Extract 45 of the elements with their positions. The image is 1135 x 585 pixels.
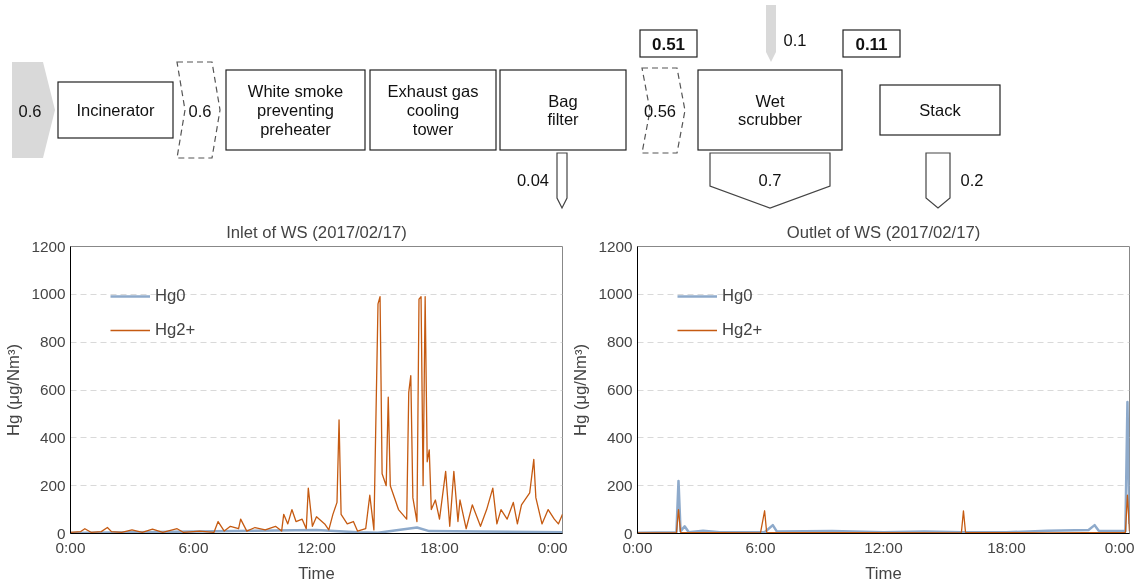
y-tick-label: 1200 xyxy=(31,237,66,255)
y-tick-label: 800 xyxy=(39,333,66,351)
x-axis-title: Time xyxy=(865,563,902,583)
y-tick-label: 400 xyxy=(606,428,633,446)
text: 0.6 xyxy=(188,102,212,120)
y-tick-label: 200 xyxy=(606,476,633,494)
y-tick-label: 200 xyxy=(39,476,66,494)
text: 0.04 xyxy=(516,171,550,189)
y-tick-label: 400 xyxy=(39,428,66,446)
chart-title: Inlet of WS (2017/02/17) xyxy=(226,222,407,242)
text: Exhaust gas cooling tower xyxy=(387,82,479,138)
x-tick-label: 6:00 xyxy=(178,538,209,556)
legend-label: Hg0 xyxy=(155,286,186,306)
text: Incinerator xyxy=(76,101,155,119)
y-tick-label: 800 xyxy=(606,333,633,351)
x-tick-label: 18:00 xyxy=(987,538,1026,556)
x-tick-label: 0:00 xyxy=(1104,538,1135,556)
legend-label: Hg0 xyxy=(722,286,753,306)
text: 0.7 xyxy=(758,171,782,189)
x-axis-title: Time xyxy=(298,563,335,583)
legend-label: Hg2+ xyxy=(722,320,763,340)
text: 0.1 xyxy=(783,31,807,49)
y-tick-label: 600 xyxy=(39,381,66,398)
text: Stack xyxy=(919,101,962,119)
text: 0.2 xyxy=(960,171,984,189)
y-tick-label: 1000 xyxy=(598,285,633,303)
text: 0.51 xyxy=(651,34,686,53)
text: 0.6 xyxy=(18,102,42,120)
x-tick-label: 6:00 xyxy=(745,538,776,556)
y-tick-label: 600 xyxy=(606,381,633,398)
y-tick-label: 1000 xyxy=(31,285,66,303)
x-tick-label: 0:00 xyxy=(537,538,568,556)
x-tick-label: 18:00 xyxy=(420,538,459,556)
text: Wet scrubber xyxy=(737,91,803,129)
text: White smoke preventing preheater xyxy=(247,82,344,138)
chart-title: Outlet of WS (2017/02/17) xyxy=(786,222,981,242)
y-axis-title: Hg (μg/Nm³) xyxy=(571,344,591,436)
x-tick-label: 12:00 xyxy=(864,538,903,556)
text: Bag filter xyxy=(547,91,580,129)
y-axis-title: Hg (μg/Nm³) xyxy=(4,344,24,436)
y-tick-label: 1200 xyxy=(598,237,633,255)
x-tick-label: 12:00 xyxy=(297,538,336,556)
legend-label: Hg2+ xyxy=(155,320,196,340)
text: 0.11 xyxy=(855,34,888,53)
text: 0.56 xyxy=(643,102,677,120)
